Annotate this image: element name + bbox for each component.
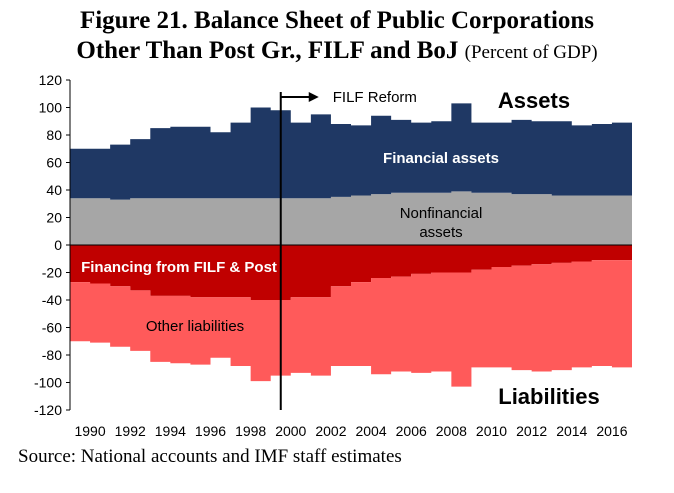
y-tick-label: 120	[39, 72, 63, 88]
other-liabilities-label: Other liabilities	[146, 318, 244, 335]
y-tick-label: -40	[42, 292, 62, 308]
y-tick-label: 80	[46, 127, 62, 143]
x-tick-label: 2016	[596, 423, 627, 439]
x-tick-label: 1994	[155, 423, 186, 439]
axes: 120 100 80 60 40 20 0 -20 -40 -60 -80 -100 -120 1990 1…	[34, 72, 632, 439]
x-tick-label: 1996	[195, 423, 226, 439]
x-tick-label: 2008	[436, 423, 467, 439]
financial-assets-label: Financial assets	[383, 150, 499, 167]
financing-label: Financing from FILF & Post	[81, 259, 277, 276]
y-tick-label: 20	[46, 210, 62, 226]
nonfinancial-assets-label-line2: assets	[419, 224, 462, 241]
series-area-nonfinancial-assets	[70, 191, 632, 245]
series-area-financial-assets	[70, 103, 632, 200]
y-tick-label: -20	[42, 265, 62, 281]
y-tick-label: -60	[42, 320, 62, 336]
chart-title-line2: Other Than Post Gr., FILF and BoJ	[76, 37, 459, 64]
x-tick-label: 2012	[516, 423, 547, 439]
x-tick-label: 2000	[275, 423, 306, 439]
x-tick-label: 2014	[556, 423, 587, 439]
x-tick-label: 1990	[74, 423, 105, 439]
chart-title-unit: (Percent of GDP)	[464, 42, 598, 63]
x-tick-label: 1998	[235, 423, 266, 439]
x-tick-label: 1992	[115, 423, 146, 439]
y-tick-label: -100	[34, 375, 62, 391]
series-area-financing-from-filf-post	[70, 245, 632, 300]
y-tick-label: 0	[54, 237, 62, 253]
x-tick-label: 2002	[315, 423, 346, 439]
chart-title: Figure 21. Balance Sheet of Public Corpo…	[0, 6, 674, 68]
chart-title-line1: Figure 21. Balance Sheet of Public Corpo…	[79, 7, 595, 34]
assets-label: Assets	[498, 88, 570, 113]
y-tick-label: 100	[39, 100, 63, 116]
series-area-other-liabilities	[70, 260, 632, 387]
chart-title-line2-wrap: Other Than Post Gr., FILF and BoJ (Perce…	[0, 36, 674, 68]
reform-arrow-head-icon	[308, 92, 319, 102]
annotations: FILF Reform Assets Liabilities Financial as…	[81, 88, 600, 410]
x-tick-label: 2004	[355, 423, 386, 439]
reform-label: FILF Reform	[333, 89, 417, 106]
y-tick-label: -120	[34, 402, 62, 418]
source-note: Source: National accounts and IMF staff …	[18, 446, 402, 467]
x-tick-label: 2010	[476, 423, 507, 439]
x-tick-label: 2006	[396, 423, 427, 439]
area-layers	[70, 103, 632, 387]
y-tick-label: 40	[46, 182, 62, 198]
y-tick-label: -80	[42, 347, 62, 363]
nonfinancial-assets-label-line1: Nonfinancial	[400, 205, 483, 222]
liabilities-label: Liabilities	[498, 384, 599, 409]
y-tick-label: 60	[46, 155, 62, 171]
